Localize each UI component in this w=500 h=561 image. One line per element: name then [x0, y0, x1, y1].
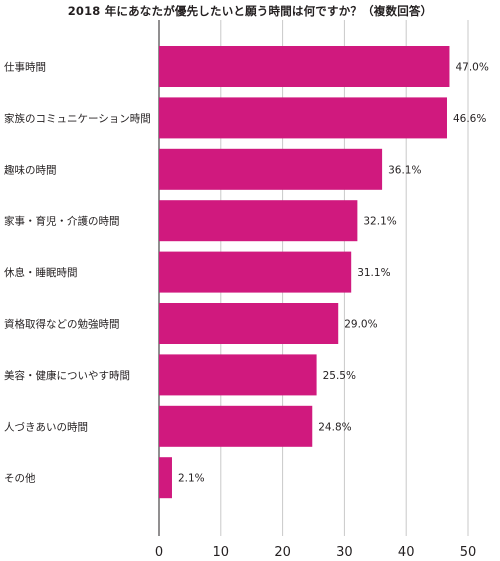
value-label: 36.1% [388, 164, 421, 176]
category-label: 家事・育児・介護の時間 [4, 215, 120, 228]
x-tick-label: 10 [213, 545, 230, 560]
category-label: 資格取得などの勉強時間 [4, 318, 120, 331]
value-label: 32.1% [363, 216, 396, 228]
chart-title: 2018 年にあなたが優先したいと願う時間は何ですか？（複数回答） [67, 4, 433, 18]
bar-9 [159, 457, 172, 499]
category-label: 美容・健康についやす時間 [4, 369, 130, 382]
category-label: 人づきあいの時間 [4, 421, 88, 433]
bar-8 [159, 405, 313, 447]
x-tick-label: 20 [274, 545, 291, 560]
category-label: 休息・睡眠時間 [4, 266, 78, 279]
bar-4 [159, 200, 358, 242]
bar-2 [159, 97, 447, 139]
x-tick-label: 0 [155, 545, 163, 560]
value-label: 46.6% [453, 113, 486, 125]
x-tick-label: 50 [460, 545, 477, 560]
x-tick-label: 30 [336, 545, 353, 560]
value-label: 29.0% [344, 319, 377, 331]
value-label: 24.8% [318, 421, 351, 433]
value-label: 25.5% [323, 370, 356, 382]
value-label: 47.0% [455, 62, 488, 74]
bar-6 [159, 303, 339, 344]
bar-5 [159, 251, 352, 293]
category-label: その他 [4, 472, 36, 485]
category-label: 趣味の時間 [4, 163, 57, 176]
value-label: 2.1% [178, 473, 205, 485]
x-tick-label: 40 [398, 545, 415, 560]
category-label: 家族のコミュニケーション時間 [4, 112, 151, 125]
value-label: 31.1% [357, 267, 390, 279]
bar-1 [159, 46, 450, 87]
bar-7 [159, 354, 317, 396]
category-label: 仕事時間 [4, 61, 46, 74]
bar-3 [159, 148, 383, 190]
